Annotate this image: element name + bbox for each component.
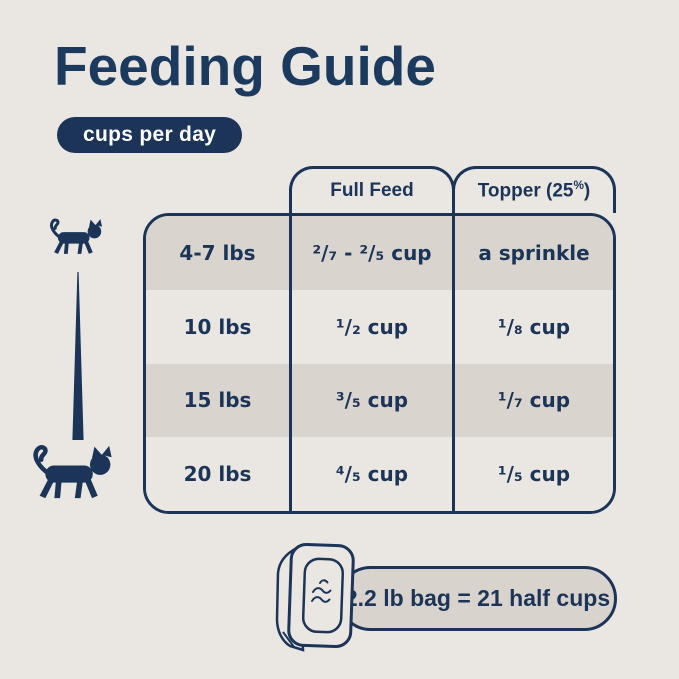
bag-yield-pill: 2.2 lb bag = 21 half cups xyxy=(338,566,617,631)
food-bag-icon xyxy=(275,542,355,652)
size-scale-wedge-icon xyxy=(72,272,84,440)
large-cat-silhouette-icon xyxy=(29,444,119,500)
bag-yield-note: 2.2 lb bag = 21 half cups xyxy=(344,585,611,611)
topper-cell: ¹/₇ cup xyxy=(452,363,613,438)
full-feed-cell: ³/₅ cup xyxy=(289,363,452,438)
column-header-topper: Topper (25%) xyxy=(452,166,616,213)
weight-cell: 20 lbs xyxy=(146,437,289,511)
full-feed-cell: ²/₇ - ²/₅ cup xyxy=(289,216,452,290)
full-feed-cell: ¹/₂ cup xyxy=(289,289,452,364)
topper-cell: ¹/₈ cup xyxy=(452,289,613,364)
full-feed-cell: ⁴/₅ cup xyxy=(289,437,452,511)
full-feed-header-label: Full Feed xyxy=(330,180,414,201)
topper-header-label: Topper (25%) xyxy=(477,179,591,202)
cups-per-day-badge: cups per day xyxy=(57,117,243,153)
topper-cell: a sprinkle xyxy=(452,216,613,290)
weight-cell: 4-7 lbs xyxy=(146,216,289,290)
topper-cell: ¹/₅ cup xyxy=(452,437,613,511)
feeding-table: 4-7 lbs ²/₇ - ²/₅ cup a sprinkle 10 lbs … xyxy=(143,213,616,514)
column-header-full-feed: Full Feed xyxy=(289,166,455,213)
page-title: Feeding Guide xyxy=(54,35,436,97)
weight-cell: 15 lbs xyxy=(146,363,289,438)
small-cat-silhouette-icon xyxy=(49,218,104,255)
weight-cell: 10 lbs xyxy=(146,289,289,364)
